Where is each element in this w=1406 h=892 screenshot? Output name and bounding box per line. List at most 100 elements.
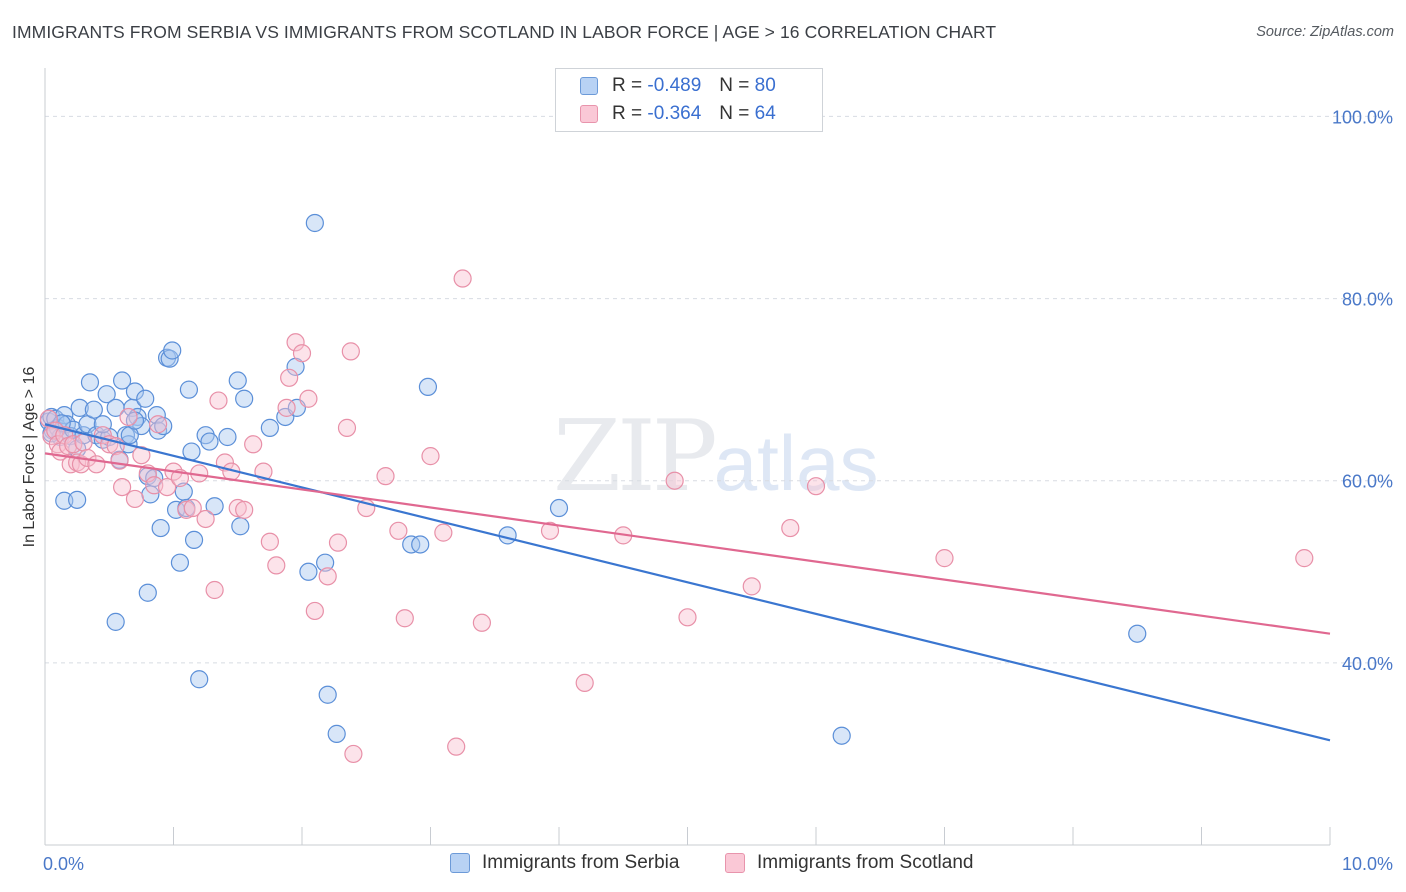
scotland-point <box>341 342 360 361</box>
grid-lines <box>45 115 1392 664</box>
scotland-point <box>286 333 305 352</box>
scotland-point <box>209 391 228 410</box>
scotland-point <box>1295 549 1314 568</box>
serbia-point <box>235 389 254 408</box>
serbia-point <box>190 670 209 689</box>
bottom-scotland-swatch <box>725 853 745 873</box>
scotland-point <box>74 433 93 452</box>
watermark-zip: ZIP <box>553 400 718 514</box>
watermark-atlas: atlas <box>713 419 879 507</box>
serbia-point <box>147 406 166 425</box>
serbia-point <box>305 213 324 233</box>
serbia-point <box>228 371 247 390</box>
correlation-legend: R = -0.489 N = 80 R = -0.364 N = 64 <box>555 68 823 132</box>
serbia-point <box>84 400 103 419</box>
serbia-n-value: 80 <box>754 75 776 96</box>
serbia-point <box>136 389 155 408</box>
tick-labels: 40.0% 60.0% 80.0% 100.0% 0.0% 10.0% <box>43 107 1393 874</box>
scotland-point <box>292 344 312 363</box>
serbia-point <box>163 341 182 360</box>
serbia-swatch <box>580 77 598 95</box>
serbia-trend-line <box>44 423 1331 742</box>
x-tick-label-min: 0.0% <box>43 854 84 874</box>
scotland-point <box>267 556 286 575</box>
serbia-point <box>205 497 224 516</box>
scotland-point <box>235 500 254 519</box>
bottom-serbia-label: Immigrants from Serbia <box>482 852 680 873</box>
scotland-point <box>277 398 296 417</box>
scotland-point <box>742 577 761 596</box>
bottom-legend-serbia: Immigrants from Serbia <box>450 852 679 874</box>
y-tick-label: 80.0% <box>1342 290 1393 310</box>
serbia-point <box>55 491 74 510</box>
scotland-point <box>395 609 414 628</box>
serbia-point <box>316 553 335 572</box>
serbia-r-value: -0.489 <box>647 75 702 96</box>
serbia-point <box>182 442 201 461</box>
scotland-point <box>678 608 697 627</box>
scotland-point <box>434 523 453 542</box>
serbia-point <box>112 371 132 390</box>
scotland-point <box>376 467 395 486</box>
scotland-point <box>540 521 560 540</box>
scotland-point <box>935 549 954 568</box>
scotland-point <box>781 518 800 538</box>
scotland-swatch <box>580 105 598 123</box>
scotland-point <box>228 498 247 518</box>
scotland-point <box>119 407 138 427</box>
scotland-point <box>205 580 224 600</box>
scotland-point <box>344 744 363 764</box>
scotland-point <box>112 477 132 497</box>
scotland-point <box>148 415 168 434</box>
scotland-point <box>125 489 145 509</box>
serbia-n-label: N = <box>719 75 750 96</box>
serbia-point <box>327 724 346 743</box>
scotland-point <box>110 451 129 470</box>
y-tick-label: 100.0% <box>1332 107 1393 127</box>
axes <box>44 68 1331 846</box>
scotland-point <box>183 498 202 518</box>
bottom-serbia-swatch <box>450 853 470 873</box>
scotland-point <box>421 447 440 466</box>
serbia-point <box>179 380 199 399</box>
scotland-point <box>61 455 80 474</box>
serbia-point <box>299 562 318 581</box>
data-points <box>39 213 1314 764</box>
serbia-point <box>170 553 190 572</box>
scotland-r-label: R = <box>612 103 643 124</box>
scotland-point <box>806 477 826 496</box>
serbia-point <box>832 726 851 745</box>
trend-lines <box>44 423 1331 742</box>
bottom-legend-scotland: Immigrants from Scotland <box>725 852 973 874</box>
watermark: ZIPatlas <box>553 400 879 514</box>
serbia-point <box>418 377 438 397</box>
scotland-point <box>305 601 324 621</box>
serbia-r-label: R = <box>612 75 643 96</box>
scotland-point <box>280 368 299 387</box>
serbia-point <box>68 490 87 509</box>
scotland-point <box>299 389 318 408</box>
serbia-point <box>549 498 569 518</box>
scotland-point <box>39 409 58 428</box>
legend-row-serbia: R = -0.489 N = 80 <box>580 75 776 97</box>
scotland-point <box>472 613 491 632</box>
scotland-trend-line <box>44 452 1331 635</box>
serbia-point <box>70 398 89 417</box>
y-tick-label: 60.0% <box>1342 472 1393 492</box>
scotland-n-label: N = <box>719 103 750 124</box>
serbia-point <box>138 583 157 602</box>
serbia-point <box>498 526 517 545</box>
serbia-point <box>200 432 219 451</box>
scotland-point <box>575 673 594 692</box>
x-tick-label-max: 10.0% <box>1342 854 1393 874</box>
scotland-point <box>132 446 151 465</box>
serbia-point <box>231 517 250 536</box>
scotland-point <box>337 418 357 437</box>
scotland-point <box>447 737 466 756</box>
chart-title: IMMIGRANTS FROM SERBIA VS IMMIGRANTS FRO… <box>12 22 997 42</box>
scotland-point <box>196 509 215 529</box>
serbia-point <box>260 418 279 437</box>
y-axis-label: In Labor Force | Age > 16 <box>21 367 38 548</box>
serbia-point <box>184 530 204 550</box>
